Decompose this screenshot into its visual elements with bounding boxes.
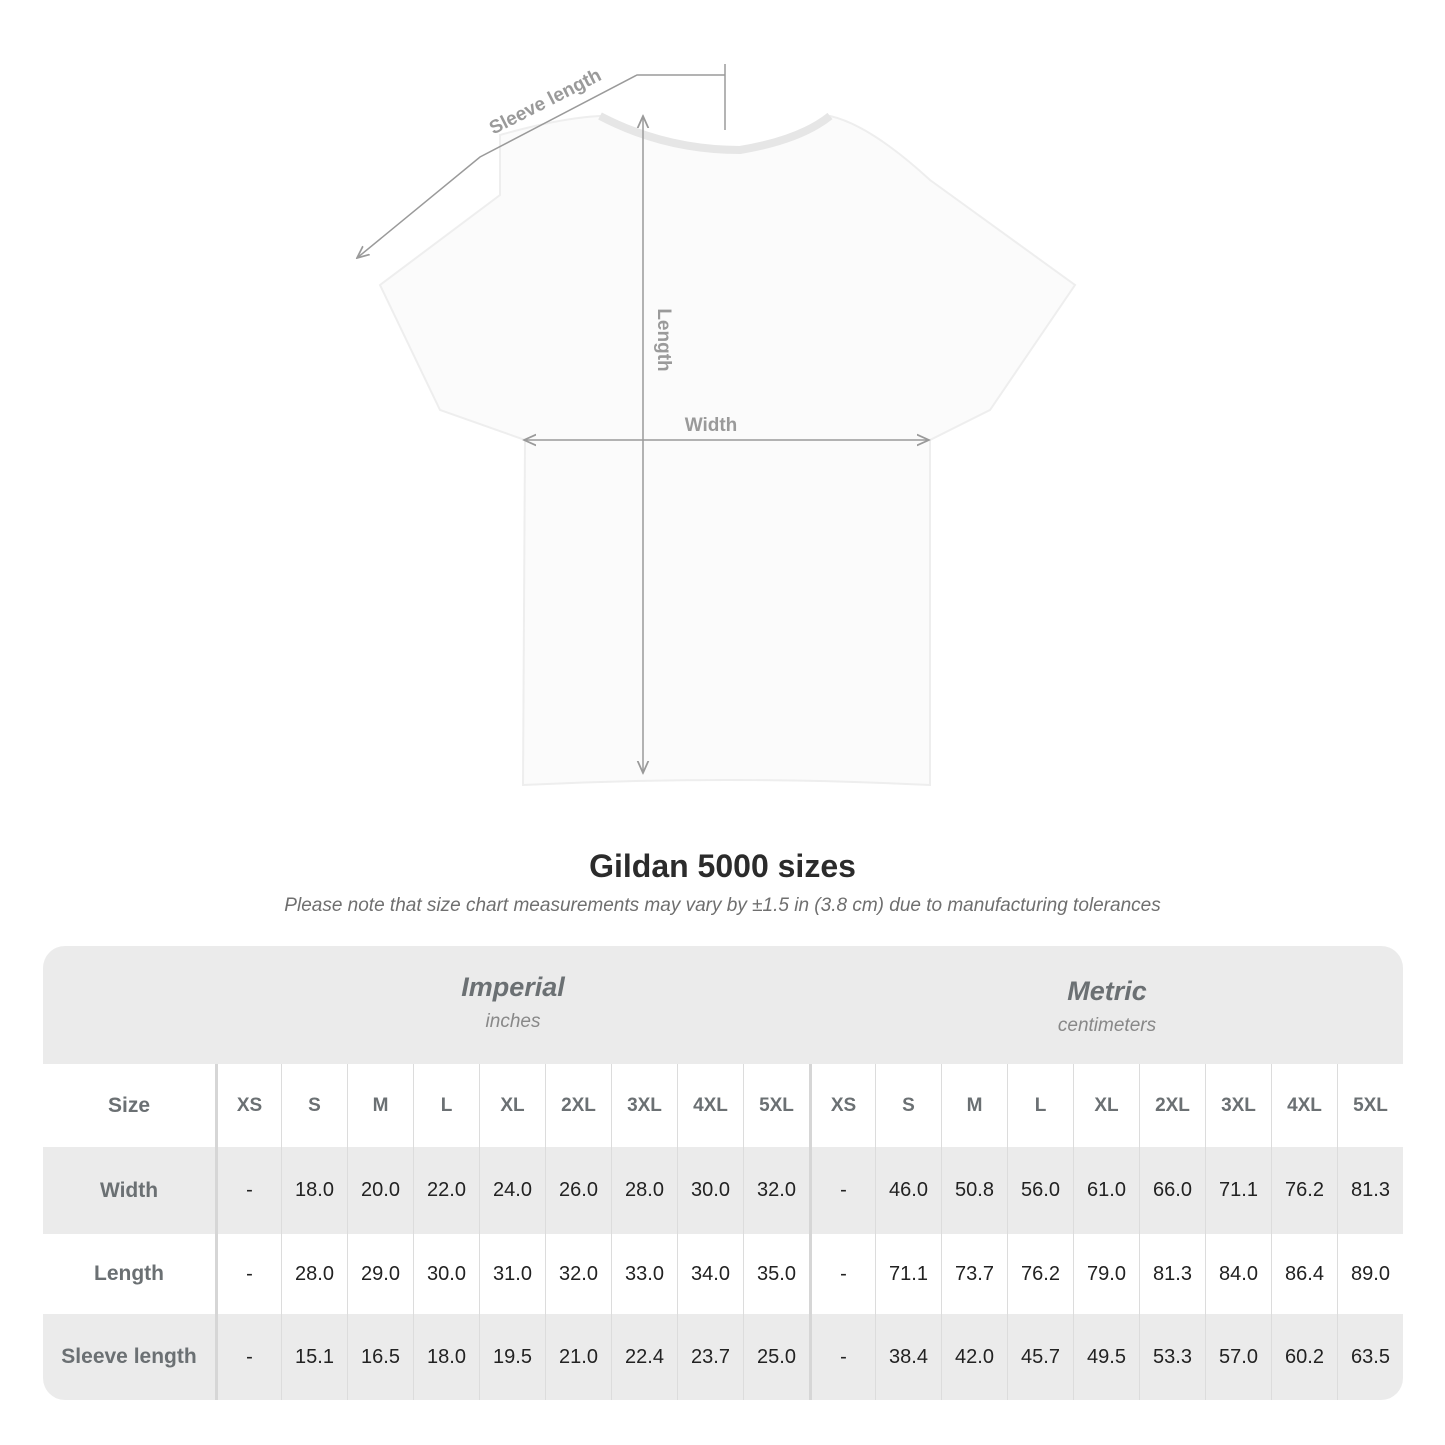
tshirt-shape: [378, 114, 1077, 787]
imperial-unit: inches: [485, 1011, 541, 1032]
chart-title: Gildan 5000 sizes: [589, 848, 856, 884]
sleeve-measure-line: [357, 74, 725, 258]
imperial-size-s: S: [281, 1064, 347, 1147]
metric-value-cell: 73.7: [941, 1234, 1007, 1314]
metric-value-cell: -: [809, 1147, 875, 1234]
imperial-value-cell: -: [215, 1314, 281, 1400]
metric-value-cell: 79.0: [1073, 1234, 1139, 1314]
metric-size-2xl: 2XL: [1139, 1064, 1205, 1147]
metric-value-cell: 56.0: [1007, 1147, 1073, 1234]
metric-value-cell: 38.4: [875, 1314, 941, 1400]
imperial-value-cell: 28.0: [611, 1147, 677, 1234]
imperial-value-cell: 18.0: [413, 1314, 479, 1400]
imperial-value-cell: 30.0: [677, 1147, 743, 1234]
imperial-value-cell: 35.0: [743, 1234, 809, 1314]
imperial-size-5xl: 5XL: [743, 1064, 809, 1147]
imperial-label: Imperial: [461, 972, 565, 1002]
imperial-size-4xl: 4XL: [677, 1064, 743, 1147]
imperial-size-xl: XL: [479, 1064, 545, 1147]
imperial-value-cell: 34.0: [677, 1234, 743, 1314]
metric-value-cell: 57.0: [1205, 1314, 1271, 1400]
imperial-value-cell: 20.0: [347, 1147, 413, 1234]
metric-value-cell: 76.2: [1271, 1147, 1337, 1234]
imperial-value-cell: 18.0: [281, 1147, 347, 1234]
metric-size-s: S: [875, 1064, 941, 1147]
metric-value-cell: 45.7: [1007, 1314, 1073, 1400]
table-row: Sleeve length -15.1 16.5 18.0 19.5 21.0 22.4 23…: [43, 1314, 1403, 1400]
metric-size-3xl: 3XL: [1205, 1064, 1271, 1147]
metric-size-m: M: [941, 1064, 1007, 1147]
metric-header: Metric centimeters: [811, 946, 1403, 1064]
metric-size-xl: XL: [1073, 1064, 1139, 1147]
row-label: Sleeve length: [61, 1345, 197, 1368]
metric-value-cell: 89.0: [1337, 1234, 1403, 1314]
imperial-size-2xl: 2XL: [545, 1064, 611, 1147]
imperial-value-cell: 28.0: [281, 1234, 347, 1314]
imperial-size-l: L: [413, 1064, 479, 1147]
imperial-value-cell: 30.0: [413, 1234, 479, 1314]
imperial-value-cell: 32.0: [743, 1147, 809, 1234]
imperial-value-cell: 23.7: [677, 1314, 743, 1400]
imperial-size-xs: XS: [215, 1064, 281, 1147]
metric-value-cell: 49.5: [1073, 1314, 1139, 1400]
imperial-value-cell: 25.0: [743, 1314, 809, 1400]
metric-unit: centimeters: [1057, 1015, 1157, 1036]
imperial-value-cell: 33.0: [611, 1234, 677, 1314]
width-label: Width: [685, 415, 738, 436]
imperial-value-cell: 24.0: [479, 1147, 545, 1234]
metric-value-cell: 71.1: [1205, 1147, 1271, 1234]
imperial-value-cell: 26.0: [545, 1147, 611, 1234]
size-header-row: Size XS S M L XL 2XL 3XL 4XL 5XL XS S M L XL 2XL 3XL 4XL 5…: [43, 1064, 1403, 1147]
metric-value-cell: -: [809, 1234, 875, 1314]
row-label: Width: [99, 1178, 159, 1202]
table-row: Width -18.0 20.0 22.0 24.0 26.0 28.0 30.0 32.0-4…: [43, 1147, 1403, 1234]
metric-value-cell: 42.0: [941, 1314, 1007, 1400]
metric-value-cell: 53.3: [1139, 1314, 1205, 1400]
imperial-value-cell: -: [215, 1234, 281, 1314]
metric-value-cell: 63.5: [1337, 1314, 1403, 1400]
table-row: Length -28.0 29.0 30.0 31.0 32.0 33.0 34.0 35.0-…: [43, 1234, 1403, 1314]
size-table: Imperial inches Metric centimeters Size X…: [43, 946, 1403, 1400]
imperial-value-cell: 22.0: [413, 1147, 479, 1234]
imperial-header: Imperial inches: [215, 946, 811, 1064]
metric-value-cell: 84.0: [1205, 1234, 1271, 1314]
metric-value-cell: 46.0: [875, 1147, 941, 1234]
metric-value-cell: 76.2: [1007, 1234, 1073, 1314]
metric-size-5xl: 5XL: [1337, 1064, 1403, 1147]
metric-value-cell: 61.0: [1073, 1147, 1139, 1234]
imperial-size-m: M: [347, 1064, 413, 1147]
metric-size-4xl: 4XL: [1271, 1064, 1337, 1147]
tolerance-note: Please note that size chart measurements…: [284, 895, 1161, 916]
imperial-value-cell: 32.0: [545, 1234, 611, 1314]
imperial-value-cell: 16.5: [347, 1314, 413, 1400]
metric-value-cell: 86.4: [1271, 1234, 1337, 1314]
imperial-value-cell: 21.0: [545, 1314, 611, 1400]
tshirt-diagram: Sleeve length Length Width: [0, 64, 1077, 787]
imperial-value-cell: 22.4: [611, 1314, 677, 1400]
imperial-value-cell: 29.0: [347, 1234, 413, 1314]
metric-value-cell: 81.3: [1139, 1234, 1205, 1314]
metric-label: Metric: [1067, 976, 1147, 1006]
imperial-value-cell: -: [215, 1147, 281, 1234]
row-label: Length: [94, 1262, 164, 1285]
metric-value-cell: 50.8: [941, 1147, 1007, 1234]
metric-value-cell: 60.2: [1271, 1314, 1337, 1400]
metric-value-cell: 81.3: [1337, 1147, 1403, 1234]
metric-size-l: L: [1007, 1064, 1073, 1147]
metric-value-cell: 71.1: [875, 1234, 941, 1314]
imperial-value-cell: 31.0: [479, 1234, 545, 1314]
metric-value-cell: 66.0: [1139, 1147, 1205, 1234]
metric-value-cell: -: [809, 1314, 875, 1400]
imperial-size-3xl: 3XL: [611, 1064, 677, 1147]
imperial-value-cell: 15.1: [281, 1314, 347, 1400]
size-label: Size: [107, 1093, 151, 1117]
length-label: Length: [653, 308, 674, 371]
imperial-value-cell: 19.5: [479, 1314, 545, 1400]
metric-size-xs: XS: [809, 1064, 875, 1147]
